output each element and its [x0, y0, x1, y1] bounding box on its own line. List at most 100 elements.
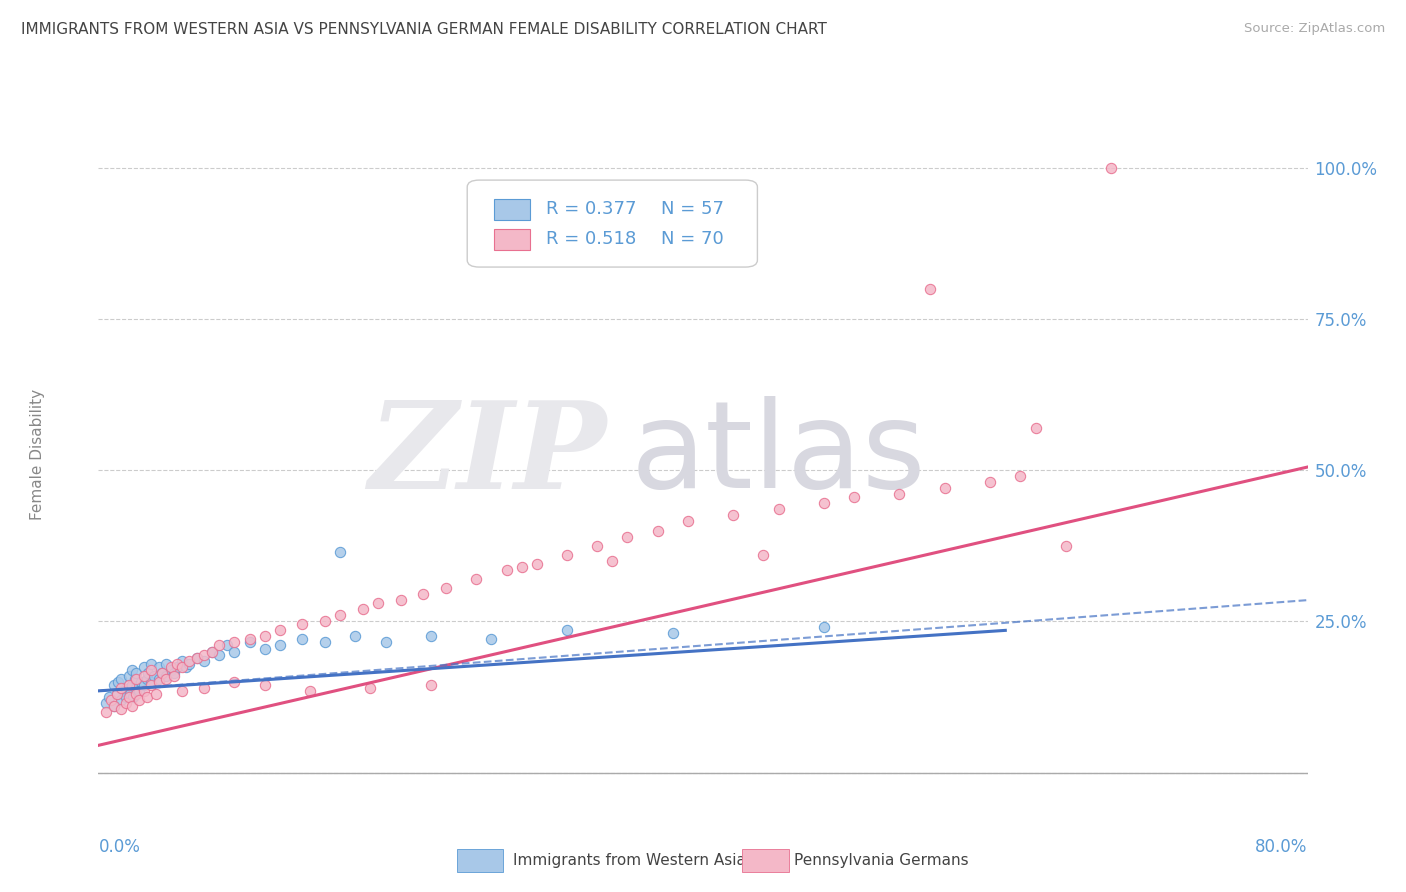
- Point: [1099, 161, 1122, 175]
- Point: [253, 629, 276, 643]
- Point: [148, 659, 170, 673]
- Point: [132, 669, 155, 683]
- Point: [253, 641, 276, 656]
- Point: [239, 632, 262, 647]
- Point: [132, 659, 155, 673]
- Point: [186, 650, 208, 665]
- Point: [179, 657, 201, 671]
- Text: N = 57: N = 57: [661, 201, 724, 219]
- Point: [253, 678, 276, 692]
- Point: [103, 698, 125, 713]
- Point: [201, 644, 224, 658]
- Point: [179, 654, 201, 668]
- Point: [934, 481, 956, 495]
- Point: [135, 672, 157, 686]
- Point: [125, 681, 148, 695]
- Text: 80.0%: 80.0%: [1256, 838, 1308, 855]
- Point: [367, 596, 389, 610]
- Point: [124, 672, 146, 686]
- Point: [201, 644, 224, 658]
- Point: [141, 663, 163, 677]
- Point: [166, 659, 188, 673]
- Point: [121, 698, 143, 713]
- Point: [1024, 420, 1046, 434]
- Point: [510, 559, 533, 574]
- Point: [299, 684, 322, 698]
- Point: [105, 687, 128, 701]
- Point: [110, 681, 132, 695]
- Point: [752, 548, 775, 562]
- Point: [676, 515, 699, 529]
- Point: [586, 539, 609, 553]
- Point: [269, 624, 291, 638]
- Point: [155, 669, 177, 683]
- Point: [141, 678, 163, 692]
- Point: [555, 548, 578, 562]
- Point: [125, 687, 148, 701]
- Point: [269, 639, 291, 653]
- Point: [186, 650, 208, 665]
- Point: [889, 487, 911, 501]
- Point: [170, 659, 193, 673]
- Point: [344, 629, 367, 643]
- Point: [768, 502, 790, 516]
- Point: [360, 681, 382, 695]
- Point: [465, 572, 488, 586]
- Point: [121, 663, 143, 677]
- Point: [112, 684, 135, 698]
- Point: [118, 690, 141, 704]
- Point: [94, 696, 117, 710]
- Point: [170, 684, 193, 698]
- Point: [150, 665, 173, 680]
- Point: [647, 524, 669, 538]
- Point: [813, 620, 835, 634]
- Point: [420, 629, 443, 643]
- Text: Female Disability: Female Disability: [31, 389, 45, 521]
- Point: [136, 665, 159, 680]
- Point: [239, 635, 262, 649]
- Point: [813, 496, 835, 510]
- Point: [1054, 539, 1077, 553]
- Point: [314, 615, 336, 629]
- Point: [193, 654, 215, 668]
- Point: [118, 669, 141, 683]
- Point: [132, 684, 155, 698]
- Text: atlas: atlas: [630, 396, 927, 514]
- Point: [193, 648, 215, 662]
- Text: R = 0.518: R = 0.518: [546, 230, 636, 248]
- Point: [495, 563, 517, 577]
- Point: [224, 635, 246, 649]
- Point: [141, 674, 163, 689]
- Point: [129, 674, 152, 689]
- Point: [110, 693, 132, 707]
- Point: [122, 690, 145, 704]
- Bar: [494, 199, 530, 219]
- Point: [412, 587, 434, 601]
- Point: [132, 678, 155, 692]
- Text: IMMIGRANTS FROM WESTERN ASIA VS PENNSYLVANIA GERMAN FEMALE DISABILITY CORRELATIO: IMMIGRANTS FROM WESTERN ASIA VS PENNSYLV…: [21, 22, 827, 37]
- Point: [110, 672, 132, 686]
- Point: [224, 674, 246, 689]
- Point: [602, 554, 624, 568]
- Point: [208, 639, 231, 653]
- Point: [143, 669, 166, 683]
- Text: 0.0%: 0.0%: [98, 838, 141, 855]
- Point: [291, 632, 314, 647]
- Point: [662, 626, 685, 640]
- Point: [94, 705, 117, 719]
- Point: [291, 617, 314, 632]
- Point: [118, 681, 141, 695]
- Point: [723, 508, 745, 523]
- Point: [155, 672, 177, 686]
- Point: [114, 696, 136, 710]
- Text: N = 70: N = 70: [661, 230, 724, 248]
- Point: [208, 648, 231, 662]
- Text: Pennsylvania Germans: Pennsylvania Germans: [794, 854, 969, 868]
- Point: [224, 644, 246, 658]
- Point: [103, 678, 125, 692]
- Point: [434, 581, 457, 595]
- Point: [160, 659, 183, 673]
- Point: [148, 672, 170, 686]
- Point: [526, 557, 548, 571]
- Point: [329, 608, 352, 623]
